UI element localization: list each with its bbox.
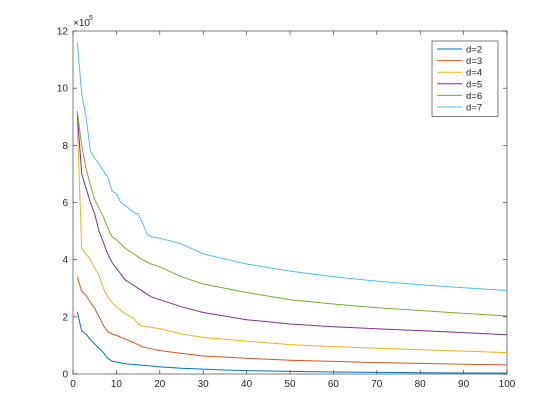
x-tick-label: 0 — [70, 379, 76, 390]
legend-label: d=4 — [466, 68, 482, 79]
y-tick-label: 2 — [62, 312, 68, 323]
series-line-d2 — [76, 311, 508, 374]
x-tick-label: 30 — [198, 379, 210, 390]
y-exponent-label: ×10 5 — [73, 15, 93, 29]
legend-label: d=5 — [466, 79, 482, 90]
x-tick-label: 50 — [284, 379, 296, 390]
y-tick-label: 6 — [62, 198, 68, 209]
x-tick-label: 80 — [415, 379, 427, 390]
x-tick-label: 40 — [241, 379, 253, 390]
legend-label: d=6 — [466, 91, 482, 102]
series-line-d6 — [76, 110, 508, 317]
y-exponent-base: ×10 — [73, 18, 90, 29]
y-exponent-power: 5 — [89, 15, 93, 22]
legend-label: d=2 — [466, 45, 482, 56]
series-line-d4 — [76, 122, 508, 354]
y-tick-label: 10 — [57, 84, 69, 95]
x-tick-label: 60 — [328, 379, 340, 390]
y-tick-label: 12 — [57, 27, 69, 38]
legend-label: d=3 — [466, 56, 482, 67]
x-axis: 0 10 20 30 40 50 60 70 80 90 100 — [70, 31, 516, 390]
y-tick-label: 8 — [62, 141, 68, 152]
y-axis: 0 2 4 6 8 10 12 — [57, 27, 507, 381]
legend-label: d=7 — [466, 103, 482, 114]
x-tick-label: 10 — [111, 379, 123, 390]
x-tick-label: 20 — [154, 379, 166, 390]
y-tick-label: 0 — [62, 370, 68, 381]
x-tick-label: 70 — [371, 379, 383, 390]
series-lines — [76, 42, 508, 374]
y-tick-label: 4 — [62, 255, 68, 266]
legend: d=2d=3d=4d=5d=6d=7 — [431, 40, 499, 117]
legend-box — [431, 40, 499, 117]
x-tick-label: 90 — [458, 379, 470, 390]
series-line-d3 — [76, 276, 508, 366]
x-tick-label: 100 — [499, 379, 516, 390]
series-line-d7 — [76, 42, 508, 291]
series-line-d5 — [76, 113, 508, 336]
